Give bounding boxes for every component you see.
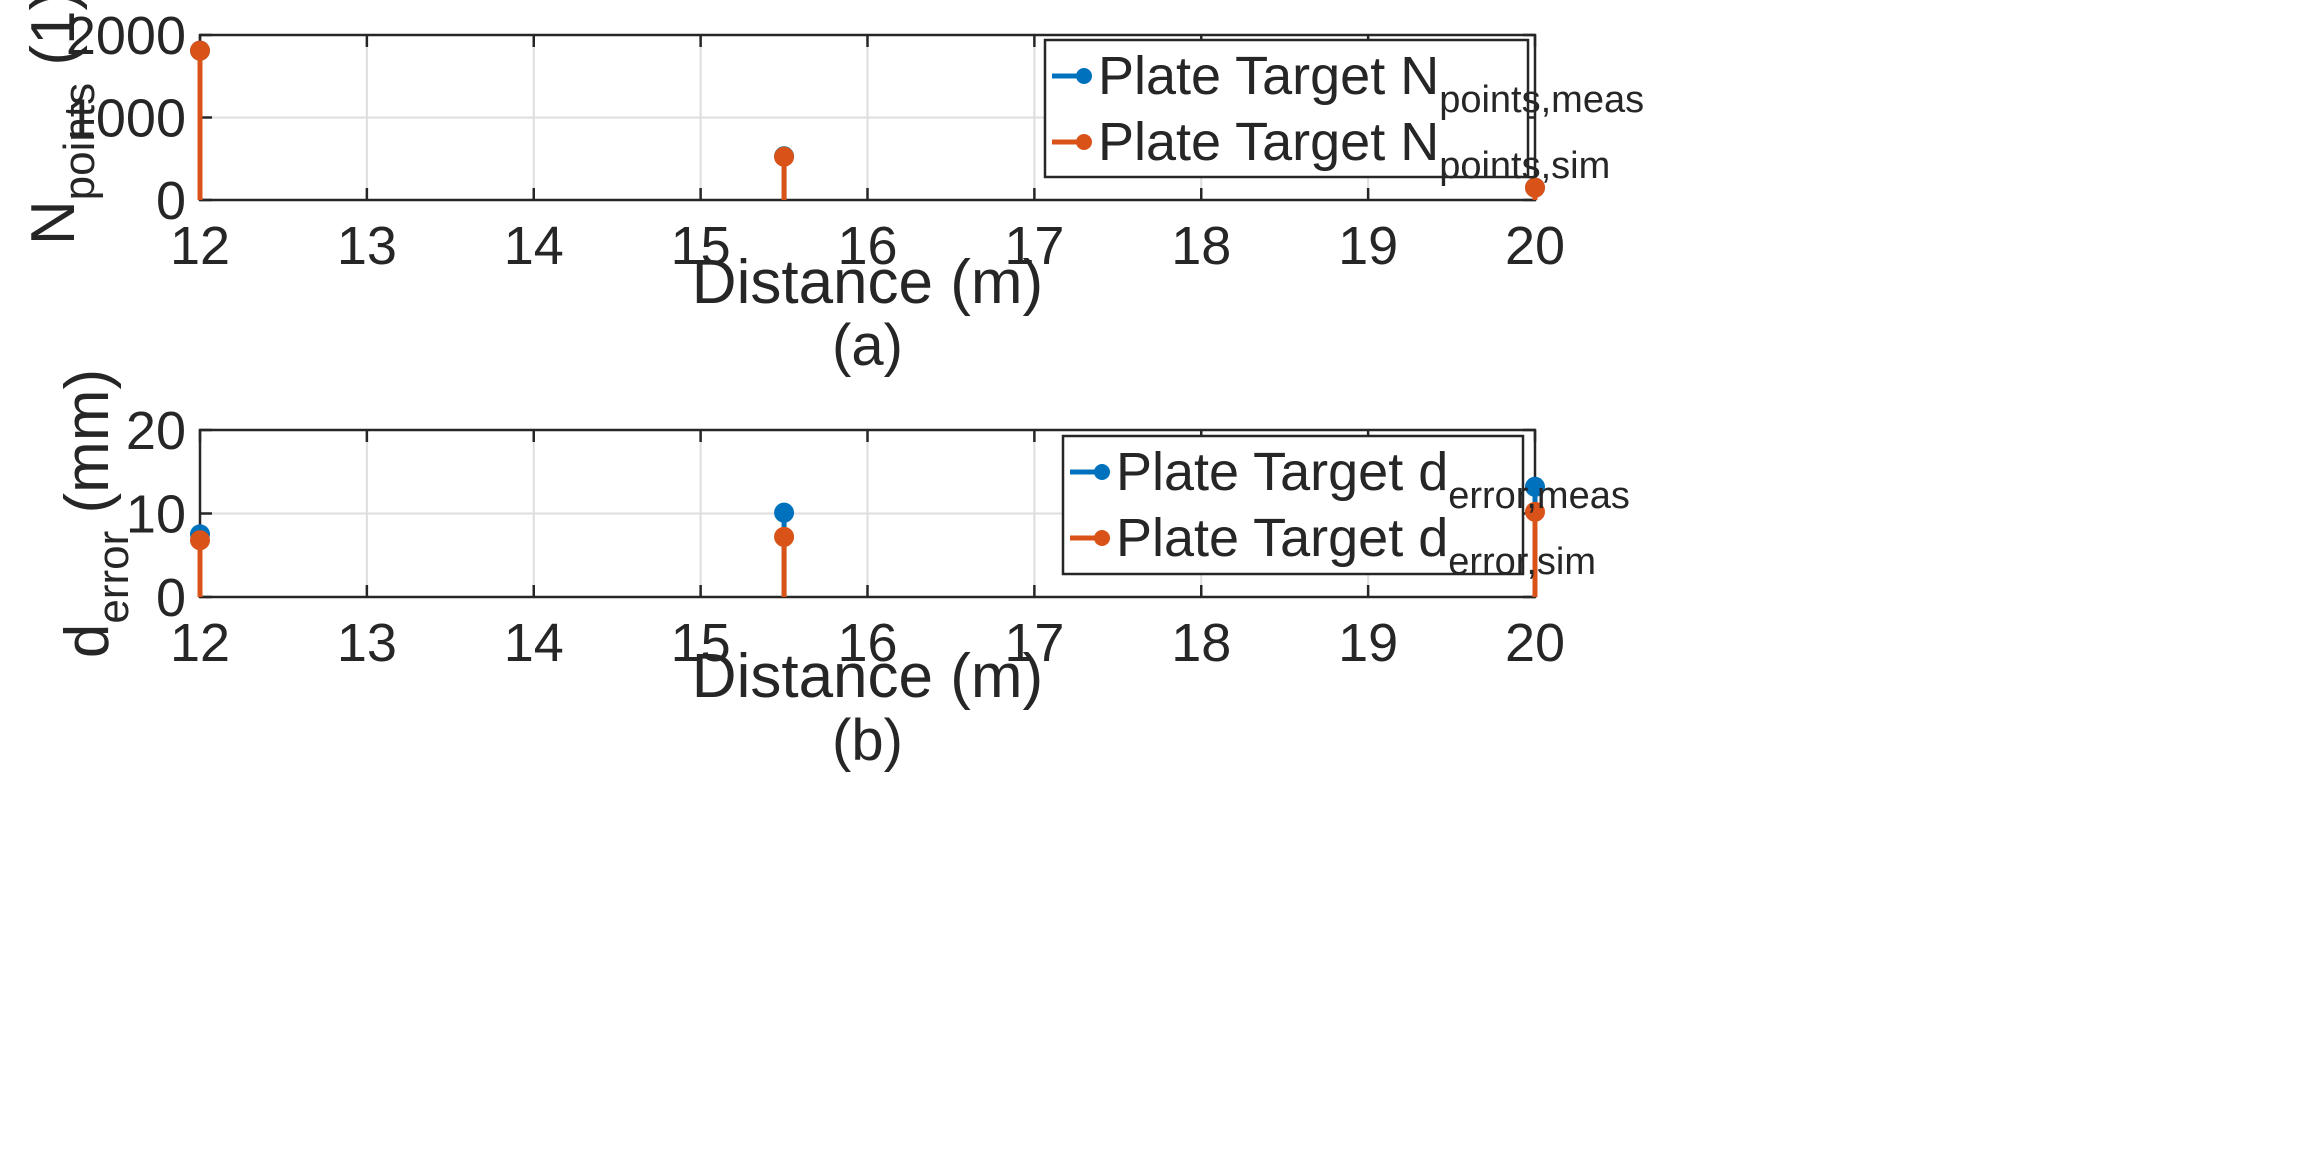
panel-b-xtick-label: 16 [837,613,897,673]
panel-a-legend-entry-1-sub: points,sim [1439,145,1610,187]
panel-b-xtick-label: 15 [671,613,731,673]
panel-a-xtick-label: 14 [504,216,564,276]
panel-a-xtick-label: 16 [837,216,897,276]
panel-b-xtick-label: 12 [170,613,230,673]
panel-a-legend-marker-0 [1076,68,1092,84]
panel-b-xtick-label: 14 [504,613,564,673]
panel-b-legend-entry-1-base: Plate Target d [1116,508,1448,568]
panel-a-y-axis-label-base: N [19,200,88,245]
panel-b-series-0-marker [1525,476,1545,497]
panel-b-series-1-marker [190,530,210,551]
panel-b-legend-marker-1 [1094,530,1110,546]
panel-b-series-0-marker [774,502,795,523]
panel-b-xtick-label: 17 [1004,613,1064,673]
panel-a-series-1-marker [1525,177,1545,198]
panel-a-ytick-label: 1000 [66,89,186,149]
panel-b-y-axis-label: derror (mm) [53,369,138,658]
panel-a-legend-marker-1 [1076,134,1092,150]
panel-b-y-axis-label-sub: error [89,531,138,624]
panel-b-ytick-label: 0 [156,568,186,628]
panel-b-xtick-label: 18 [1171,613,1231,673]
panel-a-y-axis-label-suffix: (1) [19,0,88,83]
panel-a-xtick-label: 15 [671,216,731,276]
panel-a-caption: (a) [832,313,903,378]
panel-b-series-1-marker [1525,501,1545,522]
panel-a-legend-entry-1-base: Plate Target N [1098,112,1439,172]
panel-b-legend-marker-0 [1094,464,1110,480]
panel-b-legend-entry-0-sub: error,meas [1448,475,1630,517]
panel-b-ytick-label: 20 [126,401,186,461]
panel-a-legend-entry-0: Plate Target Npoints,meas [1098,46,1644,121]
panel-b-legend-entry-0-base: Plate Target d [1116,442,1448,502]
panel-a-xtick-label: 18 [1171,216,1231,276]
panel-a-legend-entry-0-sub: points,meas [1439,79,1644,121]
panel-b-legend-box [1061,434,1525,576]
panel-a-ytick-label: 2000 [66,6,186,66]
panel-a-legend-box [1043,38,1530,179]
panel-a-ytick-label: 0 [156,171,186,231]
panel-b-legend-entry-1-sub: error,sim [1448,541,1596,583]
panel-a-y-axis-label-sub: points [55,83,104,200]
panel-a-series-1-marker [774,146,795,167]
panel-b-y-axis-label-base: d [53,624,122,658]
panel-a-x-axis-label: Distance (m) [692,248,1043,317]
panel-a-xtick-label: 13 [337,216,397,276]
panel-b-xtick-label: 20 [1505,613,1565,673]
panel-a-xtick-label: 19 [1338,216,1398,276]
panel-b-x-axis-label: Distance (m) [692,642,1043,711]
panel-a-xtick-label: 17 [1004,216,1064,276]
panel-b-legend-entry-1: Plate Target derror,sim [1116,508,1596,583]
panel-a-xtick-label: 20 [1505,216,1565,276]
panel-b-legend-entry-0: Plate Target derror,meas [1116,442,1630,517]
panel-a-xtick-label: 12 [170,216,230,276]
panel-b-xtick-label: 13 [337,613,397,673]
panel-b-xtick-label: 19 [1338,613,1398,673]
panel-a-y-axis-label: Npoints (1) [19,0,104,245]
panel-b-y-axis-label-suffix: (mm) [53,369,122,531]
panel-b-series-1-marker [774,526,795,547]
panel-a-legend-entry-1: Plate Target Npoints,sim [1098,112,1610,187]
panel-b-ytick-label: 10 [126,485,186,545]
panel-b-caption: (b) [832,708,903,773]
panel-a-legend-entry-0-base: Plate Target N [1098,46,1439,106]
panel-a-series-1-marker [190,40,210,61]
